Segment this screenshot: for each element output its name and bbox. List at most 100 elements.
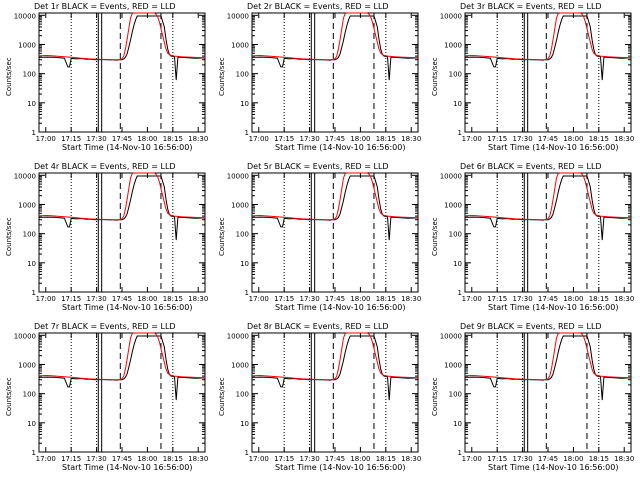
x-tick-label: 18:30 [188,295,208,303]
y-tick-label: 10 [453,420,462,428]
x-tick-label: 17:15 [487,455,507,463]
y-tick-label: 1 [245,449,249,457]
y-tick-label: 1000 [18,361,36,369]
x-tick-label: 18:00 [137,455,157,463]
x-tick-label: 17:00 [462,295,482,303]
x-tick-label: 17:00 [462,455,482,463]
x-tick-label: 18:15 [376,455,396,463]
x-tick-label: 18:30 [401,135,421,143]
y-tick-label: 10 [240,100,249,108]
x-tick-label: 17:45 [112,455,132,463]
panel-title: Det 1r BLACK = Events, RED = LLD [34,2,176,11]
panel-plot: 17:00 17:15 17:30 17:45 18:00 18:15 18:30 1 10 10… [14,332,209,463]
x-tick-label: 18:30 [401,295,421,303]
x-tick-label: 17:30 [86,295,106,303]
y-tick-label: 10000 [14,172,36,180]
x-tick-label: 17:15 [274,295,294,303]
y-axis-label: Counts/sec [431,57,439,96]
x-tick-label: 17:45 [325,295,345,303]
x-tick-label: 17:00 [462,135,482,143]
x-tick-label: 17:15 [487,135,507,143]
plot-frame [38,12,206,133]
plot-frame [251,12,419,133]
detector-panel: 17:00 17:15 17:30 17:45 18:00 18:15 18:30 1 10 10… [426,160,639,320]
y-tick-label: 100 [23,71,36,79]
x-tick-label: 17:15 [274,455,294,463]
x-tick-label: 17:00 [249,455,269,463]
panel-plot: 17:00 17:15 17:30 17:45 18:00 18:15 18:30 1 10 10… [440,12,635,143]
y-tick-label: 100 [449,71,462,79]
y-tick-label: 1000 [231,361,249,369]
lld-series-line [38,12,205,61]
y-tick-label: 1 [32,449,36,457]
y-axis-label: Counts/sec [431,217,439,256]
x-axis-label: Start Time (14-Nov-10 16:56:00) [488,143,619,152]
x-tick-label: 17:00 [249,135,269,143]
y-tick-label: 1 [245,289,249,297]
y-tick-label: 1000 [444,41,462,49]
x-axis-label: Start Time (14-Nov-10 16:56:00) [62,463,193,472]
y-tick-label: 10 [453,260,462,268]
x-tick-label: 17:30 [299,455,319,463]
y-axis-label: Counts/sec [218,377,226,416]
plot-frame [464,12,632,133]
y-tick-label: 1 [32,129,36,137]
plot-frame [251,332,419,453]
x-tick-label: 17:45 [112,295,132,303]
x-tick-label: 17:30 [86,135,106,143]
x-tick-label: 18:15 [589,455,609,463]
x-tick-label: 18:30 [401,455,421,463]
detector-panel: 17:00 17:15 17:30 17:45 18:00 18:15 18:30 1 10 10… [213,0,426,160]
detector-panel: 17:00 17:15 17:30 17:45 18:00 18:15 18:30 1 10 10… [426,320,639,480]
y-tick-label: 100 [449,391,462,399]
panel-plot: 17:00 17:15 17:30 17:45 18:00 18:15 18:30 1 10 10… [14,12,209,143]
panel-plot: 17:00 17:15 17:30 17:45 18:00 18:15 18:30 1 10 10… [440,332,635,463]
x-tick-label: 18:00 [563,455,583,463]
y-tick-label: 100 [23,391,36,399]
y-tick-label: 100 [449,231,462,239]
events-series-line [38,335,205,401]
lld-series-line [38,172,205,221]
x-tick-label: 18:30 [188,455,208,463]
x-tick-label: 17:30 [299,135,319,143]
x-axis-label: Start Time (14-Nov-10 16:56:00) [62,143,193,152]
x-tick-label: 17:30 [86,455,106,463]
y-tick-label: 10 [240,420,249,428]
y-tick-label: 10000 [440,12,462,20]
detector-panel: 17:00 17:15 17:30 17:45 18:00 18:15 18:30 1 10 10… [213,320,426,480]
x-tick-label: 17:45 [325,135,345,143]
plot-frame [38,172,206,293]
events-series-line [38,175,205,241]
x-tick-label: 18:30 [188,135,208,143]
events-series-line [251,175,418,241]
detector-panel: 17:00 17:15 17:30 17:45 18:00 18:15 18:30 1 10 10… [0,0,213,160]
y-tick-label: 10000 [227,172,249,180]
x-tick-label: 18:00 [137,295,157,303]
panel-plot: 17:00 17:15 17:30 17:45 18:00 18:15 18:30 1 10 10… [227,332,422,463]
plot-frame [38,332,206,453]
panel-title: Det 6r BLACK = Events, RED = LLD [460,162,602,171]
y-tick-label: 10000 [14,12,36,20]
x-tick-label: 18:15 [376,135,396,143]
plot-frame [251,172,419,293]
x-tick-label: 17:45 [538,135,558,143]
plot-frame [464,332,632,453]
y-tick-label: 10000 [227,332,249,340]
panel-title: Det 9r BLACK = Events, RED = LLD [460,322,602,331]
x-tick-label: 18:15 [589,135,609,143]
y-axis-label: Counts/sec [5,217,13,256]
x-tick-label: 17:45 [538,295,558,303]
x-tick-label: 18:00 [350,135,370,143]
detector-panel: 17:00 17:15 17:30 17:45 18:00 18:15 18:30 1 10 10… [213,160,426,320]
x-axis-label: Start Time (14-Nov-10 16:56:00) [275,303,406,312]
y-tick-label: 1000 [444,201,462,209]
y-tick-label: 10000 [440,172,462,180]
panel-title: Det 2r BLACK = Events, RED = LLD [247,2,389,11]
y-tick-label: 10 [27,260,36,268]
lld-series-line [251,12,418,61]
x-axis-label: Start Time (14-Nov-10 16:56:00) [275,463,406,472]
detector-panel: 17:00 17:15 17:30 17:45 18:00 18:15 18:30 1 10 10… [426,0,639,160]
y-tick-label: 10000 [227,12,249,20]
y-tick-label: 100 [23,231,36,239]
